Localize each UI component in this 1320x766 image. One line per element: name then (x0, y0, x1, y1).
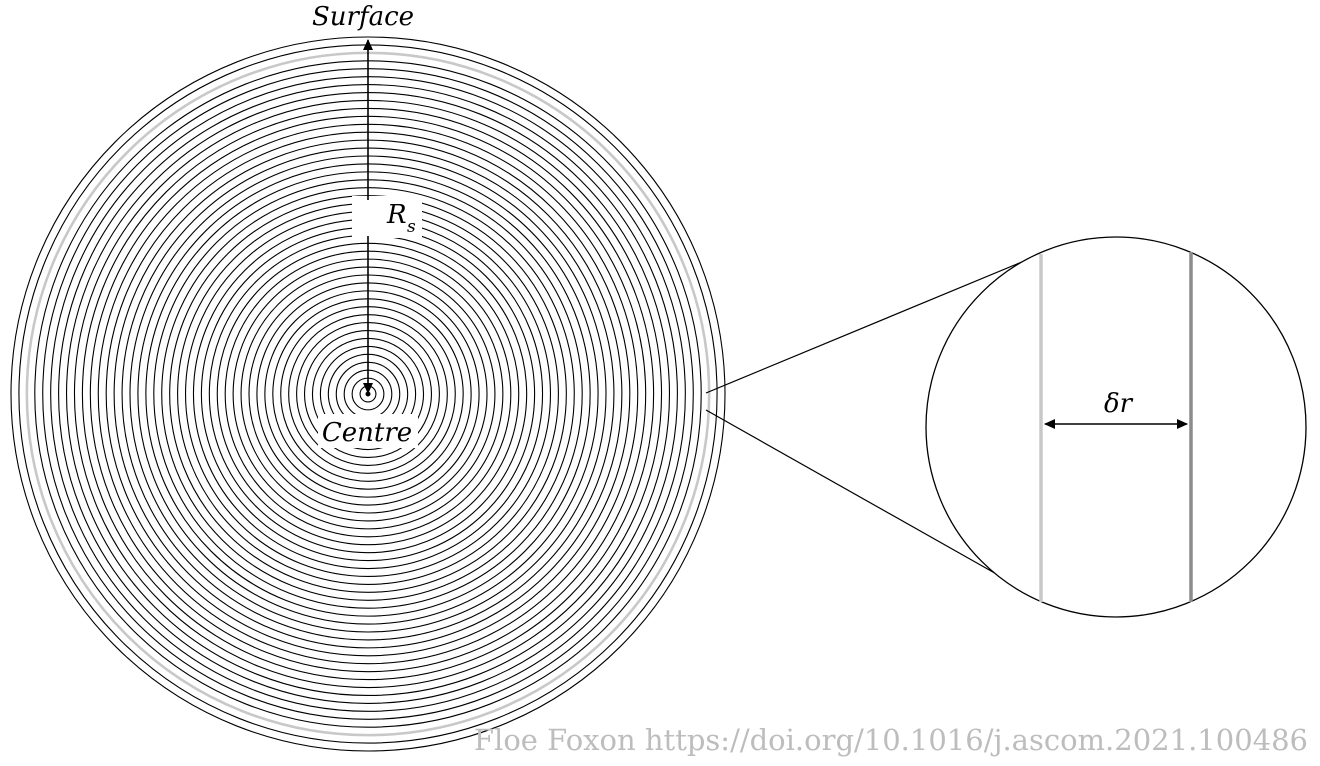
zoom-connector-upper (705, 258, 1030, 394)
radius-arrow-gap (360, 200, 376, 236)
centre-label-backdrop (318, 414, 418, 448)
radius-label: R (386, 200, 407, 230)
zoom-connector-lower (705, 409, 1008, 581)
zoom-inset: δr (925, 236, 1307, 618)
centre-label: Centre (322, 418, 412, 448)
zoom-inset-circle (925, 236, 1307, 618)
radius-subscript: s (407, 217, 416, 237)
credit-text: Floe Foxon https://doi.org/10.1016/j.asc… (474, 723, 1308, 757)
shell-width-label: δr (1104, 389, 1134, 419)
surface-label: Surface (312, 2, 414, 32)
shell-boundary (10, 36, 726, 752)
